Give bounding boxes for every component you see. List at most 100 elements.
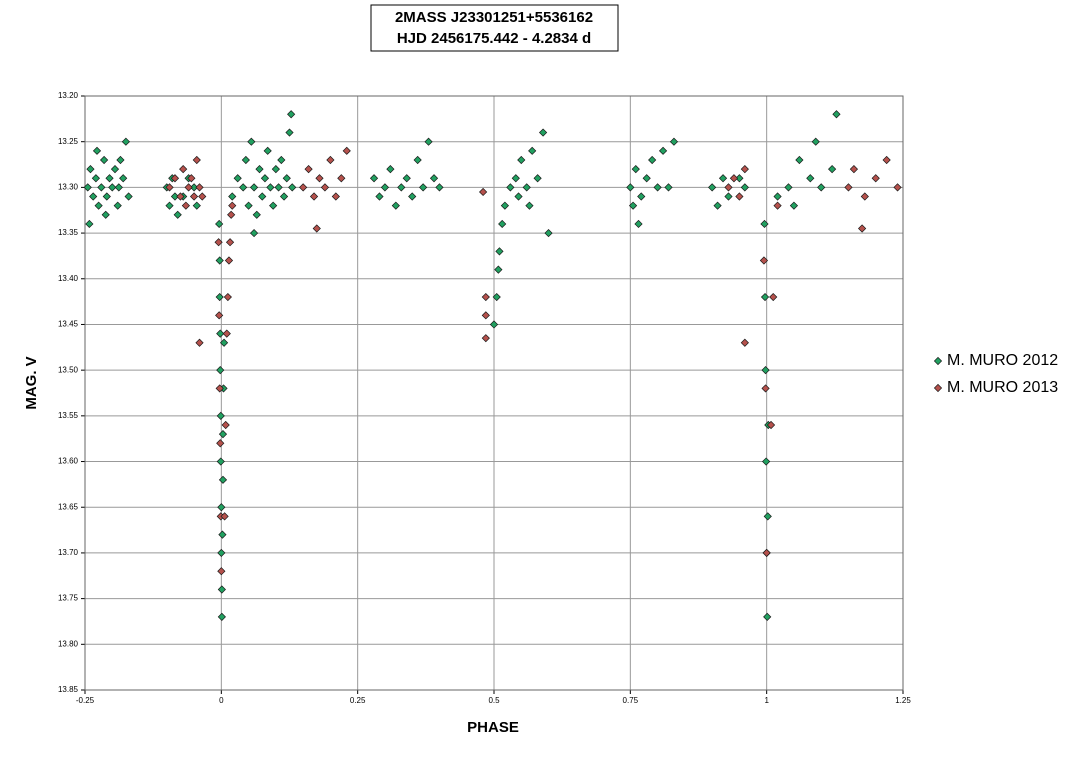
point (218, 430, 228, 439)
point (102, 192, 111, 201)
point (481, 292, 490, 302)
point (241, 155, 250, 165)
chart-title: 2MASS J23301251+5536162 (395, 9, 593, 26)
point (718, 174, 728, 183)
point (511, 174, 520, 183)
point (214, 238, 223, 247)
point (85, 219, 94, 229)
x-tick-label: 1.25 (895, 696, 911, 705)
y-tick-label: 13.55 (58, 411, 79, 420)
point (533, 174, 542, 183)
y-tick-label: 13.60 (58, 457, 79, 466)
point (429, 174, 439, 183)
point (763, 612, 772, 621)
point (326, 155, 335, 165)
point (320, 183, 330, 192)
point (187, 174, 196, 183)
point (195, 338, 204, 347)
point (789, 201, 799, 210)
point (255, 165, 264, 174)
legend-label: M. MURO 2013 (947, 379, 1058, 396)
point (766, 420, 776, 430)
point (762, 457, 771, 466)
point (269, 201, 278, 210)
y-tick-label: 13.35 (58, 228, 79, 237)
point (217, 503, 226, 512)
point (239, 183, 248, 192)
point (215, 256, 224, 265)
point (761, 384, 770, 393)
point (844, 183, 853, 192)
point (538, 128, 548, 137)
point (435, 183, 444, 192)
y-tick-label: 13.30 (58, 182, 79, 191)
point (817, 183, 826, 192)
point (282, 174, 291, 183)
point (489, 320, 499, 329)
point (498, 219, 507, 229)
point (631, 165, 640, 174)
point (312, 224, 321, 233)
point (729, 174, 739, 183)
point (315, 174, 324, 183)
point (773, 192, 782, 201)
point (220, 512, 229, 521)
point (101, 210, 110, 219)
point (735, 192, 744, 201)
x-axis-label: PHASE (467, 719, 519, 736)
point (309, 192, 319, 201)
point (217, 612, 226, 621)
point (740, 165, 749, 174)
point (740, 183, 749, 192)
point (195, 183, 204, 192)
point (121, 137, 130, 146)
point (402, 174, 411, 183)
point (260, 174, 270, 183)
point (99, 155, 109, 165)
point (170, 192, 180, 201)
point (669, 137, 679, 146)
point (773, 201, 782, 210)
point (223, 292, 232, 302)
point (274, 183, 283, 192)
point (244, 201, 253, 210)
point (216, 366, 225, 375)
point (760, 219, 769, 229)
point (481, 311, 490, 320)
point (288, 183, 297, 192)
point (495, 247, 504, 256)
point (760, 292, 770, 302)
point (221, 420, 230, 430)
plot-frame (84, 95, 904, 691)
y-axis-label: MAG. V (23, 356, 40, 409)
point (658, 146, 668, 155)
point (761, 366, 770, 375)
title-box (370, 4, 619, 52)
x-tick-label: 0.5 (488, 696, 500, 705)
point (724, 192, 733, 201)
point (304, 165, 313, 174)
point (653, 183, 662, 192)
point (224, 256, 234, 265)
point (492, 292, 501, 302)
point (218, 530, 227, 539)
point (258, 192, 267, 201)
point (287, 110, 296, 119)
point (165, 201, 174, 210)
x-tick-label: -0.25 (76, 696, 95, 705)
point (92, 146, 102, 155)
point (91, 174, 101, 183)
point (331, 192, 340, 201)
point (218, 475, 228, 484)
point (481, 334, 490, 343)
point (285, 128, 294, 137)
point (832, 110, 841, 119)
point (708, 183, 717, 192)
point (337, 174, 346, 183)
point (860, 192, 869, 201)
point (882, 155, 891, 165)
point (769, 292, 778, 302)
point (424, 137, 433, 146)
point (119, 174, 128, 183)
point (263, 146, 272, 155)
